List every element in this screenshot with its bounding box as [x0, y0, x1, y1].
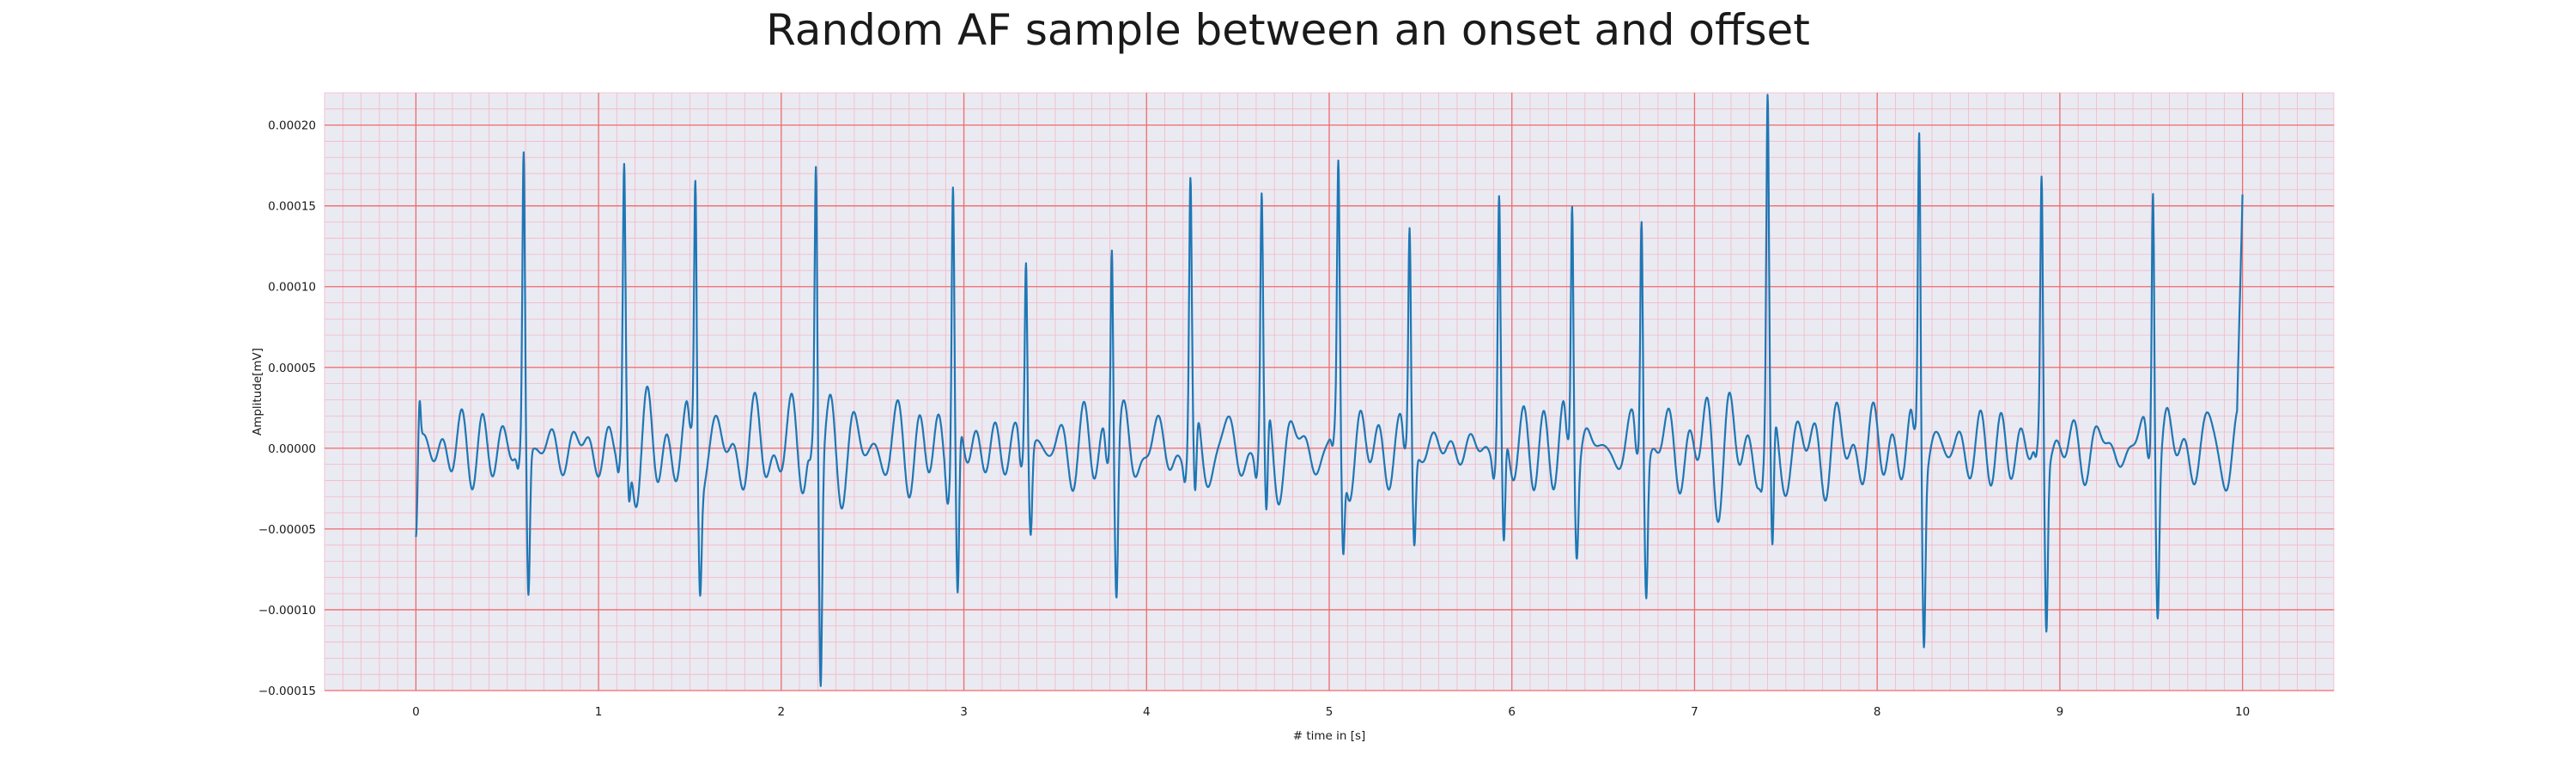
x-tick-label: 7 — [1691, 705, 1698, 719]
y-tick-label: 0.00010 — [268, 281, 316, 295]
x-tick-label: 5 — [1326, 705, 1334, 719]
x-tick-label: 6 — [1508, 705, 1516, 719]
chart-title: Random AF sample between an onset and of… — [766, 5, 1810, 55]
y-tick-label: −0.00015 — [258, 685, 316, 698]
y-tick-label: 0.00000 — [268, 442, 316, 456]
x-tick-label: 10 — [2235, 705, 2250, 719]
x-tick-label: 8 — [1874, 705, 1881, 719]
y-tick-label: 0.00005 — [268, 362, 316, 375]
y-tick-label: 0.00015 — [268, 200, 316, 214]
x-tick-label: 1 — [595, 705, 603, 719]
x-tick-label: 2 — [778, 705, 786, 719]
x-tick-label: 3 — [960, 705, 968, 719]
y-tick-label: 0.00020 — [268, 119, 316, 133]
ecg-signal-line — [415, 94, 2244, 687]
x-axis-label: # time in [s] — [1293, 729, 1366, 743]
y-tick-label: −0.00010 — [258, 604, 316, 618]
y-tick-label: −0.00005 — [258, 523, 316, 537]
x-tick-label: 4 — [1143, 705, 1151, 719]
x-tick-label: 9 — [2057, 705, 2064, 719]
y-axis-label: Amplitude[mV] — [251, 348, 264, 435]
x-tick-label: 0 — [412, 705, 420, 719]
